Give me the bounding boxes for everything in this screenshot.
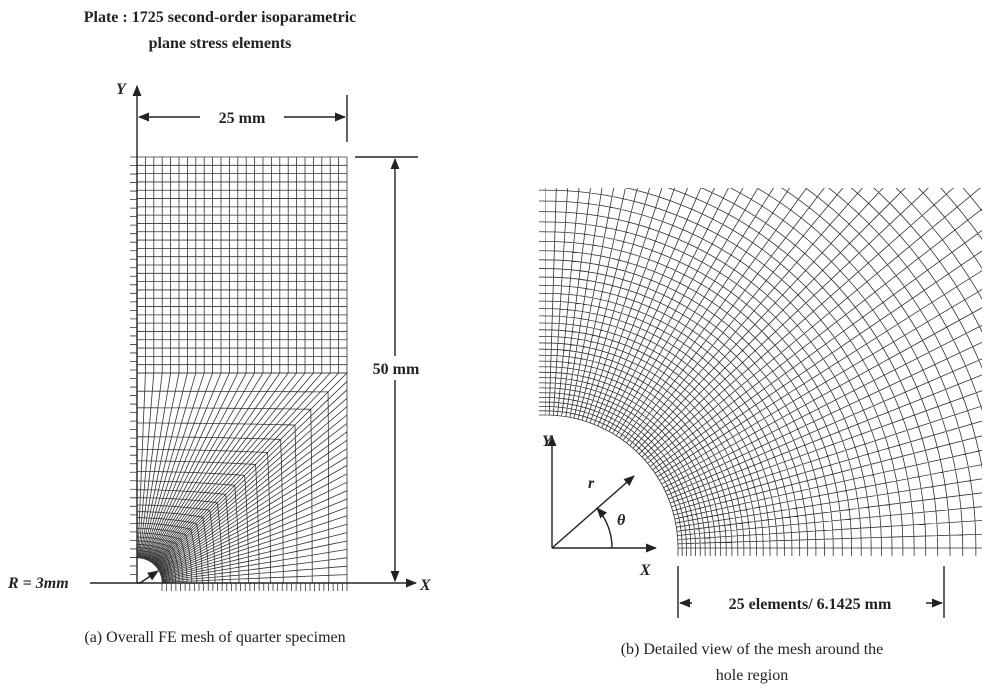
x-axis-label: X xyxy=(639,562,651,579)
x-axis-label: X xyxy=(419,577,431,594)
radius-label: R = 3mm xyxy=(7,575,69,592)
title-line: plane stress elements xyxy=(149,35,292,52)
figure: Plate : 1725 second-order isoparametric … xyxy=(0,0,987,692)
r-label: r xyxy=(588,475,595,492)
caption: (a) Overall FE mesh of quarter specimen xyxy=(84,629,345,646)
mesh-a xyxy=(130,157,347,591)
caption: hole region xyxy=(716,667,788,684)
y-axis-label: Y xyxy=(542,433,553,450)
radius-leader xyxy=(90,571,158,583)
height-label: 50 mm xyxy=(373,361,420,378)
title-line: Plate : 1725 second-order isoparametric xyxy=(84,9,357,26)
caption: (b) Detailed view of the mesh around the xyxy=(621,641,884,658)
y-axis-label: Y xyxy=(116,81,127,98)
upper-grid xyxy=(137,157,347,373)
length-label: 25 elements/ 6.1425 mm xyxy=(729,596,892,613)
radial-mesh xyxy=(545,0,987,548)
width-label: 25 mm xyxy=(219,110,266,127)
theta-label: θ xyxy=(617,512,626,529)
theta-arc xyxy=(597,508,612,548)
mesh-b xyxy=(545,0,987,548)
radial-mesh xyxy=(137,373,347,583)
